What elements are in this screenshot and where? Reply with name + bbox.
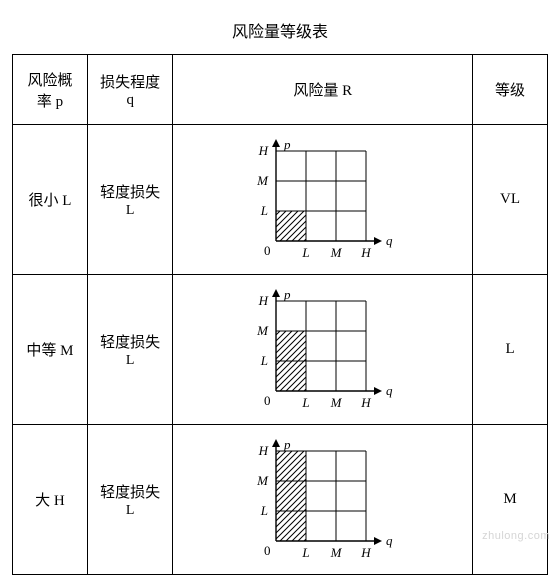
loss-cell: 轻度损失 L xyxy=(87,425,173,575)
svg-text:L: L xyxy=(260,203,268,218)
prob-cell: 中等 M xyxy=(13,275,88,425)
svg-text:q: q xyxy=(386,533,393,548)
svg-text:q: q xyxy=(386,233,393,248)
svg-text:L: L xyxy=(260,503,268,518)
svg-text:0: 0 xyxy=(264,543,271,558)
risk-chart: pq0LMHLMH xyxy=(177,281,468,418)
svg-text:L: L xyxy=(301,545,309,560)
col-header-risk: 风险量 R xyxy=(173,55,473,125)
prob-cell: 很小 L xyxy=(13,125,88,275)
col1-line2: 率 p xyxy=(37,94,63,110)
col-header-prob: 风险概 率 p xyxy=(13,55,88,125)
svg-text:0: 0 xyxy=(264,243,271,258)
loss-cell: 轻度损失 L xyxy=(87,125,173,275)
svg-text:H: H xyxy=(360,245,371,260)
loss-line2: L xyxy=(126,353,135,368)
svg-text:M: M xyxy=(256,473,269,488)
svg-text:0: 0 xyxy=(264,393,271,408)
svg-text:H: H xyxy=(360,545,371,560)
table-title: 风险量等级表 xyxy=(12,18,548,42)
svg-text:M: M xyxy=(256,323,269,338)
col2-line1: 损失程度 xyxy=(100,75,160,91)
risk-chart-cell: pq0LMHLMH xyxy=(173,125,473,275)
level-cell: L xyxy=(473,275,548,425)
svg-text:L: L xyxy=(301,395,309,410)
loss-cell: 轻度损失 L xyxy=(87,275,173,425)
risk-chart-cell: pq0LMHLMH xyxy=(173,425,473,575)
risk-chart: pq0LMHLMH xyxy=(177,431,468,568)
prob-cell: 大 H xyxy=(13,425,88,575)
col1-line1: 风险概 xyxy=(27,73,72,89)
svg-text:p: p xyxy=(283,287,291,302)
table-row: 大 H轻度损失L pq0LMHLMHM xyxy=(13,425,548,575)
loss-line2: L xyxy=(126,203,135,218)
col2-line2: q xyxy=(126,92,134,108)
level-cell: VL xyxy=(473,125,548,275)
svg-text:q: q xyxy=(386,383,393,398)
svg-text:H: H xyxy=(257,443,268,458)
svg-text:H: H xyxy=(257,293,268,308)
loss-line1: 轻度损失 xyxy=(100,485,160,501)
loss-line1: 轻度损失 xyxy=(100,185,160,201)
svg-text:H: H xyxy=(257,143,268,158)
table-row: 很小 L轻度损失L pq0LMHLMHVL xyxy=(13,125,548,275)
svg-text:H: H xyxy=(360,395,371,410)
table-row: 中等 M轻度损失L pq0LMHLMHL xyxy=(13,275,548,425)
level-cell: M xyxy=(473,425,548,575)
svg-text:L: L xyxy=(301,245,309,260)
svg-text:M: M xyxy=(329,245,342,260)
risk-chart: pq0LMHLMH xyxy=(177,131,468,268)
svg-text:M: M xyxy=(256,173,269,188)
svg-text:L: L xyxy=(260,353,268,368)
risk-chart-cell: pq0LMHLMH xyxy=(173,275,473,425)
svg-text:p: p xyxy=(283,437,291,452)
svg-text:M: M xyxy=(329,395,342,410)
loss-line2: L xyxy=(126,503,135,518)
header-row: 风险概 率 p 损失程度 q 风险量 R 等级 xyxy=(13,55,548,125)
col-header-loss: 损失程度 q xyxy=(87,55,173,125)
watermark: zhulong.com xyxy=(482,530,550,542)
svg-text:p: p xyxy=(283,137,291,152)
col-header-level: 等级 xyxy=(473,55,548,125)
svg-text:M: M xyxy=(329,545,342,560)
loss-line1: 轻度损失 xyxy=(100,335,160,351)
risk-table: 风险概 率 p 损失程度 q 风险量 R 等级 很小 L轻度损失L pq0LMH… xyxy=(12,54,548,575)
